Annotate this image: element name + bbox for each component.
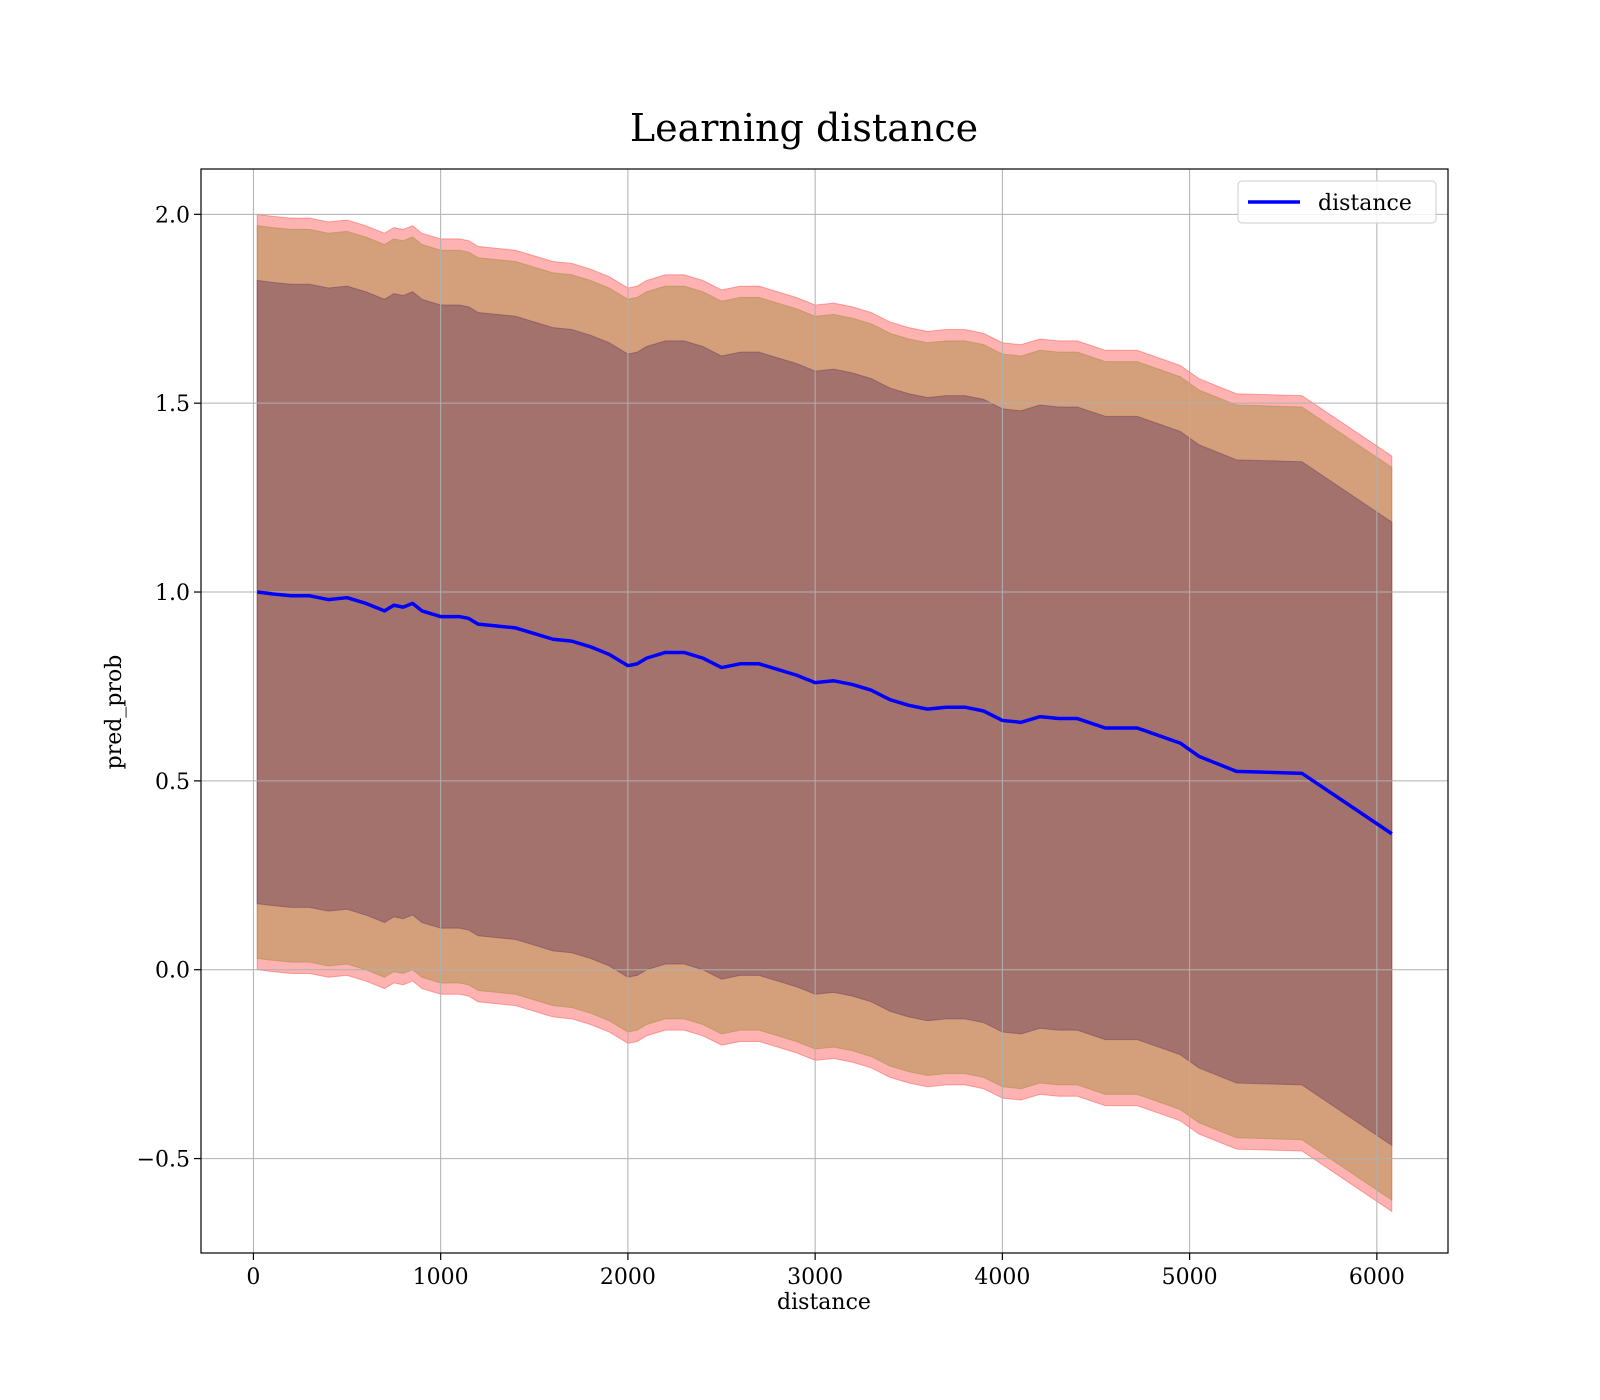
- chart-title: Learning distance: [630, 106, 978, 150]
- y-tick-label: 2.0: [155, 203, 190, 228]
- x-tick-label: 5000: [1162, 1265, 1218, 1290]
- x-tick-label: 3000: [787, 1265, 843, 1290]
- x-axis-label: distance: [777, 1290, 871, 1315]
- x-tick-label: 2000: [600, 1265, 656, 1290]
- legend: distance: [1237, 180, 1437, 224]
- y-tick-label: 0.5: [155, 770, 190, 795]
- y-tick-label: 1.0: [155, 581, 190, 606]
- x-tick-label: 1000: [413, 1265, 469, 1290]
- y-tick-label: −0.5: [137, 1148, 190, 1173]
- confidence-bands: [256, 213, 1393, 1213]
- x-axis-ticks: 0 1000 2000 3000 4000 5000 6000: [246, 1253, 1405, 1290]
- series-line-distance: [256, 590, 1393, 836]
- band-middle: [256, 225, 1393, 1202]
- y-tick-label: 0.0: [155, 959, 190, 984]
- y-axis-ticks: −0.5 0.0 0.5 1.0 1.5 2.0: [137, 203, 201, 1173]
- band-inner: [256, 279, 1393, 1147]
- band-outer: [256, 213, 1393, 1213]
- y-axis-label: pred_prob: [102, 655, 127, 770]
- grid: [201, 169, 1448, 1253]
- x-tick-label: 0: [246, 1265, 260, 1290]
- x-tick-label: 6000: [1349, 1265, 1405, 1290]
- legend-box: [1237, 180, 1437, 224]
- axes-frame: [200, 168, 1449, 1254]
- legend-label: distance: [1318, 191, 1412, 216]
- series-lines: [256, 590, 1393, 836]
- plot-area: [201, 169, 1448, 1253]
- y-tick-label: 1.5: [155, 392, 190, 417]
- x-tick-label: 4000: [974, 1265, 1030, 1290]
